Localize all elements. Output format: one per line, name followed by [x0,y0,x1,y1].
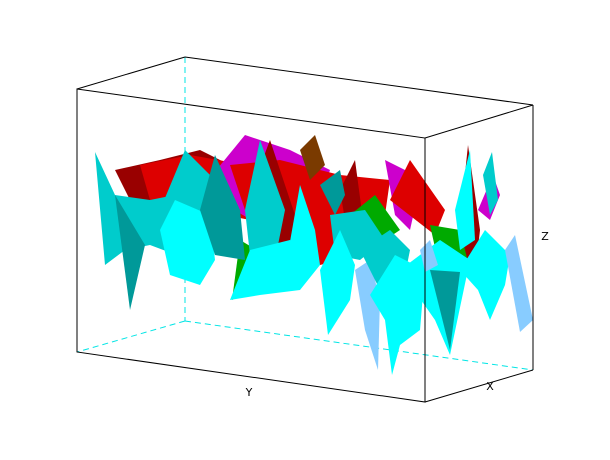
edge [184,56,534,106]
edge [76,56,186,90]
surface [95,135,533,375]
hidden-edge [184,320,534,371]
z-axis-label: Z [541,230,549,243]
box-edges [76,56,534,403]
y-axis-label: Y [245,386,253,399]
edge [424,369,534,403]
hidden-edge [76,320,186,353]
x-axis-label: X [486,380,494,393]
edge [424,104,534,139]
